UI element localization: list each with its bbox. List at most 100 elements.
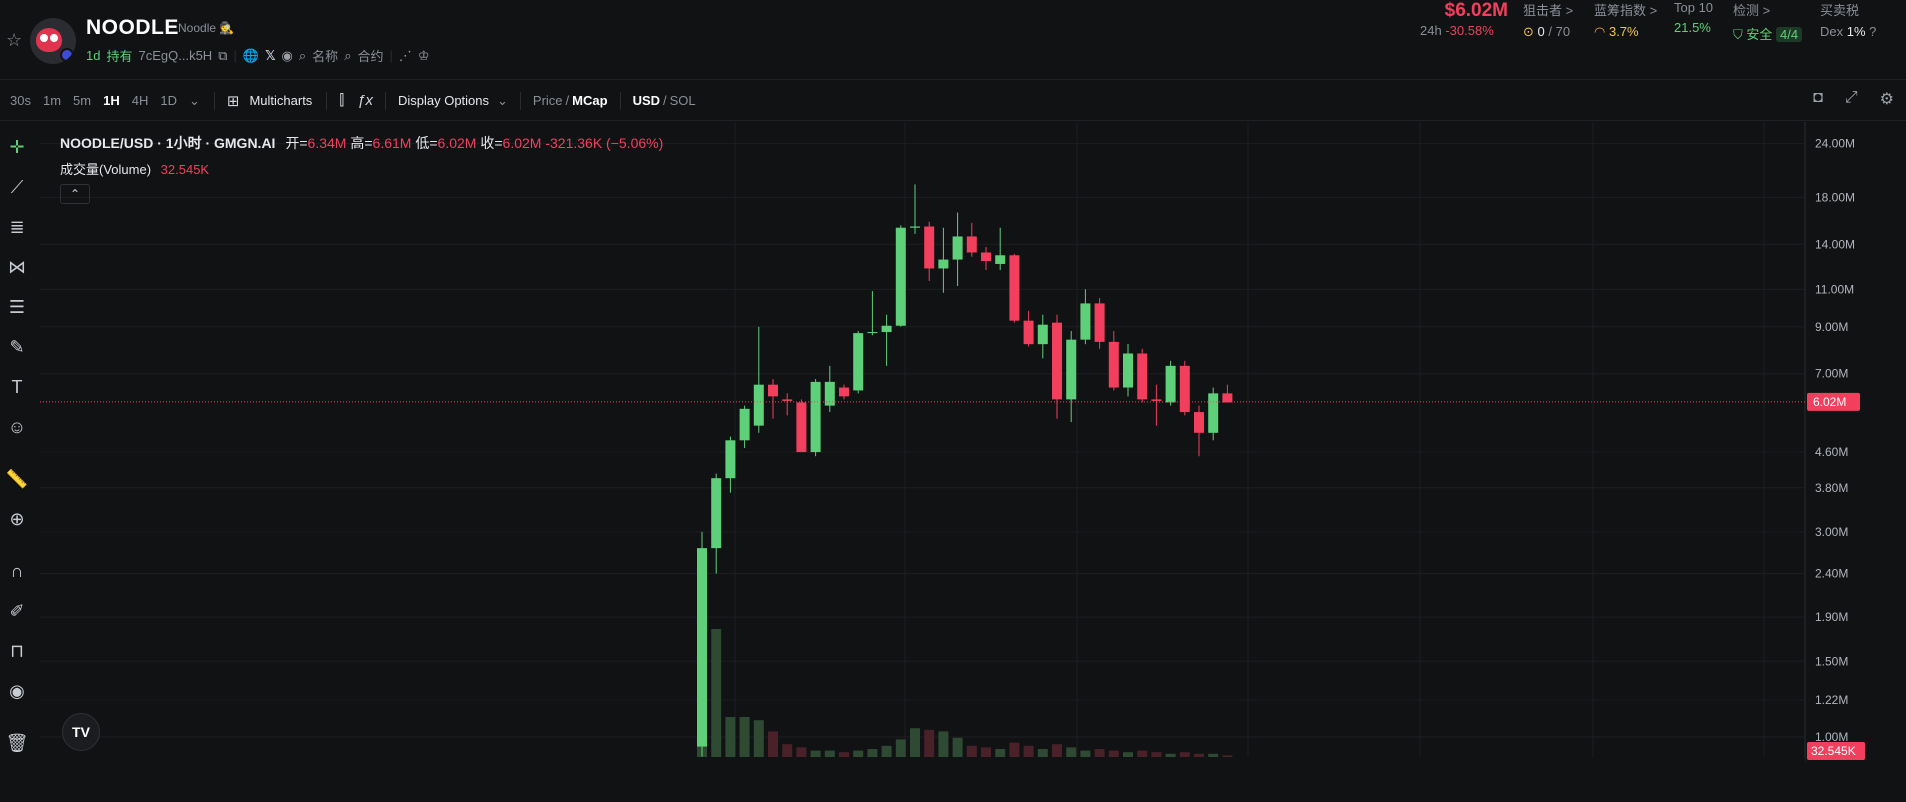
candle-body — [796, 402, 807, 453]
text-tool-icon[interactable]: T — [11, 377, 23, 397]
interval-5m[interactable]: 5m — [73, 93, 92, 108]
interval-1h[interactable]: 1H — [103, 93, 120, 108]
interval-30s[interactable]: 30s — [10, 93, 31, 108]
sniper-total: / 70 — [1548, 24, 1571, 39]
add-chart-icon[interactable]: ⊞ — [226, 92, 240, 110]
volume-bar — [768, 731, 778, 757]
fullscreen-icon[interactable]: ⤢ — [1844, 89, 1858, 106]
mcap-toggle[interactable]: MCap — [572, 93, 608, 108]
candle-body — [924, 226, 935, 269]
candle-body — [1208, 393, 1219, 433]
price-toggle[interactable]: Price — [532, 93, 563, 108]
last-price-label: 6.02M — [1813, 395, 1846, 409]
candle-body — [938, 259, 949, 269]
volume-bar — [1179, 752, 1190, 757]
share-icon[interactable]: ⋰ — [398, 47, 412, 63]
y-tick-label: 3.80M — [1815, 481, 1848, 495]
candle-body — [1179, 365, 1190, 413]
emoji-icon[interactable]: ☺ — [7, 417, 27, 437]
volume-bar — [995, 749, 1006, 757]
candle-body — [1023, 320, 1034, 345]
collapse-legend-chevron-icon[interactable]: ⌃ — [60, 184, 90, 204]
help-icon[interactable]: ? — [1869, 24, 1877, 39]
y-tick-label: 14.00M — [1815, 237, 1855, 251]
display-options-chevron-icon[interactable]: ⌄ — [497, 92, 508, 108]
eye-visibility-icon[interactable]: ◉ — [9, 681, 25, 701]
change-label: 24h — [1420, 23, 1442, 38]
sniper-stat[interactable]: 狙击者 > ⊙ 0 / 70 — [1523, 0, 1573, 40]
volume-bar — [1151, 752, 1162, 757]
volume-bar — [895, 739, 906, 757]
interval-1m[interactable]: 1m — [42, 93, 62, 108]
telegram-icon[interactable]: ◉ — [281, 47, 293, 63]
trash-icon[interactable]: 🗑 — [5, 733, 29, 753]
volume-bar — [1108, 750, 1119, 757]
display-options-button[interactable]: Display Options — [397, 93, 490, 108]
fib-retracement-icon[interactable]: ☰ — [8, 297, 26, 317]
interval-4h[interactable]: 4H — [131, 93, 149, 108]
multicharts-button[interactable]: Multicharts — [249, 93, 313, 108]
zoom-in-icon[interactable]: ⊕ — [9, 509, 25, 529]
search-contract-link[interactable]: 合约 — [357, 49, 384, 64]
settings-gear-icon[interactable]: ⚙ — [1879, 91, 1894, 108]
sol-toggle[interactable]: SOL — [669, 93, 696, 108]
horizontal-lines-icon[interactable]: ≣ — [9, 217, 25, 237]
token-address[interactable]: 7cEgQ...k5H — [138, 48, 213, 63]
candle-body — [1066, 339, 1077, 400]
volume-bar — [839, 752, 849, 757]
camera-icon[interactable]: ◘ — [1813, 89, 1823, 106]
price-axis[interactable] — [1805, 122, 1866, 762]
detect-stat[interactable]: 检测 > ⛉ 安全 4/4 — [1733, 0, 1803, 43]
bluechip-stat[interactable]: 蓝筹指数 > ◠ 3.7% — [1594, 0, 1657, 40]
candle-body — [1222, 393, 1233, 403]
crosshair-icon[interactable]: ✛ — [9, 137, 25, 157]
change-legend: -321.36K (−5.06%) — [545, 135, 664, 151]
volume-bar — [938, 731, 949, 757]
favorite-star-icon[interactable]: ☆ — [6, 30, 23, 50]
search-contract-icon[interactable]: ⌕ — [344, 47, 352, 63]
candle-body — [1151, 399, 1162, 401]
candle-body — [725, 440, 736, 479]
volume-bar — [711, 629, 722, 757]
volume-bar — [981, 747, 991, 757]
brush-icon[interactable]: ✎ — [9, 337, 25, 357]
price-chart[interactable]: 30.00M24.00M18.00M14.00M11.00M9.00M7.00M… — [40, 122, 1866, 762]
copy-icon[interactable]: ⧉ — [218, 47, 228, 63]
close-value: 6.02M — [502, 135, 542, 151]
candle-body — [739, 408, 750, 441]
candle-body — [853, 333, 864, 391]
search-name-icon[interactable]: ⌕ — [298, 47, 307, 63]
indicators-fx-icon[interactable]: ƒx — [357, 92, 373, 109]
candle-body — [1137, 353, 1148, 400]
interval-dropdown-chevron-icon[interactable]: ⌄ — [188, 92, 200, 108]
volume-bar — [1094, 749, 1105, 757]
lock-drawing-icon[interactable]: ✐ — [9, 601, 25, 621]
detect-badge: 4/4 — [1776, 27, 1803, 42]
volume-bar — [924, 729, 935, 757]
volume-bar — [1009, 742, 1020, 757]
sniper-value: 0 — [1537, 24, 1545, 39]
volume-bar — [739, 717, 750, 757]
y-tick-label: 11.00M — [1815, 282, 1854, 296]
search-name-link[interactable]: 名称 — [312, 49, 339, 64]
usd-toggle[interactable]: USD — [632, 93, 661, 108]
volume-bar — [1222, 755, 1233, 757]
candle-body — [768, 384, 778, 397]
sniper-label: 狙击者 > — [1523, 3, 1574, 18]
trend-line-icon[interactable]: ⟋ — [10, 177, 24, 197]
candle-style-icon[interactable]: ⫿ — [339, 92, 345, 109]
magnet-icon[interactable]: ∩ — [10, 561, 24, 581]
interval-1d[interactable]: 1D — [160, 93, 177, 108]
unlock-icon[interactable]: ⊓ — [9, 641, 25, 661]
ruler-icon[interactable]: 📏 — [5, 469, 29, 489]
pattern-icon[interactable]: ⋈ — [8, 257, 26, 277]
tradingview-logo-icon[interactable]: TV — [62, 713, 100, 751]
x-twitter-icon[interactable]: 𝕏 — [265, 47, 276, 63]
tax-label: 买卖税 — [1820, 3, 1860, 18]
chain-badge-icon — [60, 48, 74, 62]
website-globe-icon[interactable]: 🌐 — [242, 47, 260, 63]
ohlc-legend: NOODLE/USD · 1小时 · GMGN.AI 开=6.34M 高=6.6… — [60, 133, 663, 153]
volume-bar — [881, 745, 892, 757]
top10-stat: Top 10 21.5% — [1674, 0, 1713, 35]
crown-icon[interactable]: ♔ — [417, 47, 430, 63]
